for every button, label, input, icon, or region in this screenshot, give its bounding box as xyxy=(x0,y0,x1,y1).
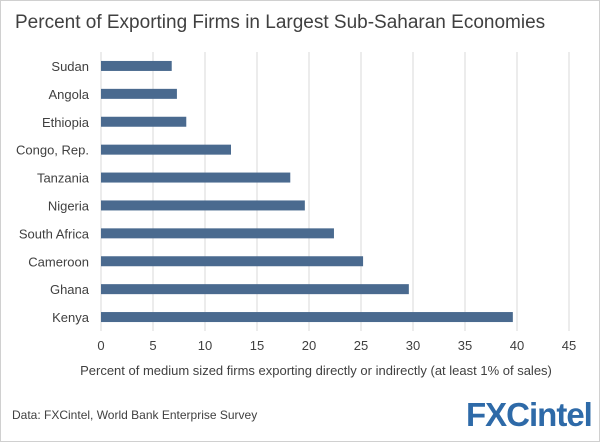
fxcintel-logo: FXCintel xyxy=(466,396,593,433)
bars xyxy=(101,60,513,323)
bar-ethiopia xyxy=(101,116,187,127)
category-label: Congo, Rep. xyxy=(16,143,89,158)
category-label: Tanzania xyxy=(37,171,90,186)
source-note: Data: FXCintel, World Bank Enterprise Su… xyxy=(12,408,258,422)
category-label: Nigeria xyxy=(48,198,90,213)
category-labels: Sudan Angola Ethiopia Congo, Rep. Tanzania Ni… xyxy=(16,59,90,325)
bar-ghana xyxy=(101,284,409,295)
x-tick-label: 0 xyxy=(97,338,104,353)
x-tick-label: 15 xyxy=(250,338,264,353)
x-tick-label: 40 xyxy=(510,338,524,353)
bar-angola xyxy=(101,88,177,99)
bar-tanzania xyxy=(101,172,291,183)
gridlines xyxy=(100,52,570,331)
category-label: Ethiopia xyxy=(42,115,90,130)
bar-south-africa xyxy=(101,228,334,239)
x-tick-label: 10 xyxy=(198,338,212,353)
bar-congo-rep xyxy=(101,144,231,155)
x-tick-label: 45 xyxy=(562,338,576,353)
x-axis-label: Percent of medium sized firms exporting … xyxy=(80,363,552,378)
category-label: South Africa xyxy=(19,226,90,241)
x-tick-label: 20 xyxy=(302,338,316,353)
x-tick-label: 5 xyxy=(149,338,156,353)
x-tick-label: 35 xyxy=(458,338,472,353)
bar-kenya xyxy=(101,312,513,323)
category-label: Cameroon xyxy=(28,254,89,269)
chart-title: Percent of Exporting Firms in Largest Su… xyxy=(15,12,546,33)
bar-sudan xyxy=(101,60,172,71)
category-label: Kenya xyxy=(52,310,90,325)
category-label: Sudan xyxy=(51,59,89,74)
x-tick-labels: 0 5 10 15 20 25 30 35 40 45 xyxy=(97,338,576,353)
category-label: Angola xyxy=(49,87,90,102)
bar-cameroon xyxy=(101,256,364,267)
category-label: Ghana xyxy=(50,282,90,297)
bar-nigeria xyxy=(101,200,305,211)
x-tick-label: 30 xyxy=(406,338,420,353)
x-tick-label: 25 xyxy=(354,338,368,353)
